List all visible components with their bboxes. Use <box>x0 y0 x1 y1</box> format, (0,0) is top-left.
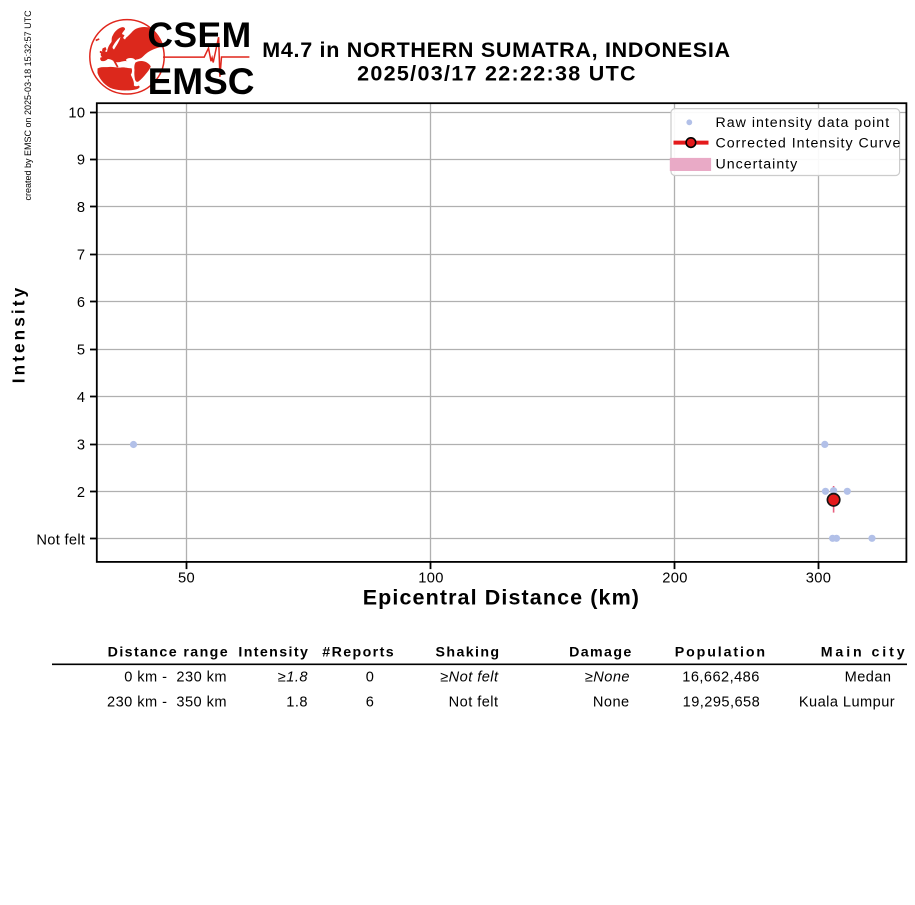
svg-text:Population: Population <box>675 645 767 661</box>
svg-text:Intensity: Intensity <box>8 285 28 384</box>
svg-text:300: 300 <box>806 571 831 587</box>
svg-text:Not felt: Not felt <box>449 695 499 711</box>
svg-text:2025/03/17 22:22:38 UTC: 2025/03/17 22:22:38 UTC <box>357 62 637 86</box>
svg-text:None: None <box>593 695 630 711</box>
svg-text:Epicentral Distance (km): Epicentral Distance (km) <box>363 586 640 610</box>
svg-text:4: 4 <box>77 390 85 406</box>
svg-text:Intensity: Intensity <box>238 645 309 661</box>
svg-text:5: 5 <box>77 343 85 359</box>
svg-text:8: 8 <box>77 200 85 216</box>
svg-text:Distance range: Distance range <box>108 645 229 661</box>
svg-text:Kuala Lumpur: Kuala Lumpur <box>799 695 895 711</box>
svg-text:#Reports: #Reports <box>322 645 395 661</box>
svg-text:Medan: Medan <box>845 669 892 685</box>
svg-text:0 km - 230 km: 0 km - 230 km <box>124 669 227 685</box>
svg-text:9: 9 <box>77 153 85 169</box>
svg-text:Main city: Main city <box>821 645 908 661</box>
svg-text:7: 7 <box>77 248 85 264</box>
svg-text:≥1.8: ≥1.8 <box>278 669 309 685</box>
svg-text:≥Not felt: ≥Not felt <box>440 669 499 685</box>
svg-text:Raw intensity data point: Raw intensity data point <box>716 115 891 131</box>
svg-text:Uncertainty: Uncertainty <box>716 156 799 172</box>
svg-text:200: 200 <box>662 571 687 587</box>
svg-text:3: 3 <box>77 437 85 453</box>
svg-text:Damage: Damage <box>569 645 633 661</box>
svg-text:Shaking: Shaking <box>436 645 501 661</box>
svg-text:CSEM: CSEM <box>147 15 251 55</box>
svg-text:Corrected Intensity Curve: Corrected Intensity Curve <box>716 136 902 152</box>
svg-text:100: 100 <box>418 571 443 587</box>
svg-text:6: 6 <box>77 295 85 311</box>
svg-text:230 km - 350 km: 230 km - 350 km <box>107 695 227 711</box>
svg-text:2: 2 <box>77 485 85 501</box>
svg-text:16,662,486: 16,662,486 <box>682 669 760 685</box>
svg-text:≥None: ≥None <box>585 669 630 685</box>
svg-text:6: 6 <box>366 695 375 711</box>
svg-text:1.8: 1.8 <box>286 695 308 711</box>
svg-text:50: 50 <box>178 571 195 587</box>
svg-text:Not felt: Not felt <box>36 532 85 548</box>
svg-text:10: 10 <box>68 105 85 121</box>
svg-text:created by EMSC on 2025-03-18: created by EMSC on 2025-03-18 15:32:57 U… <box>23 10 33 201</box>
svg-text:EMSC: EMSC <box>148 61 255 102</box>
svg-text:19,295,658: 19,295,658 <box>683 695 761 711</box>
svg-text:0: 0 <box>366 669 375 685</box>
svg-text:M4.7 in NORTHERN SUMATRA, INDO: M4.7 in NORTHERN SUMATRA, INDONESIA <box>262 38 730 62</box>
